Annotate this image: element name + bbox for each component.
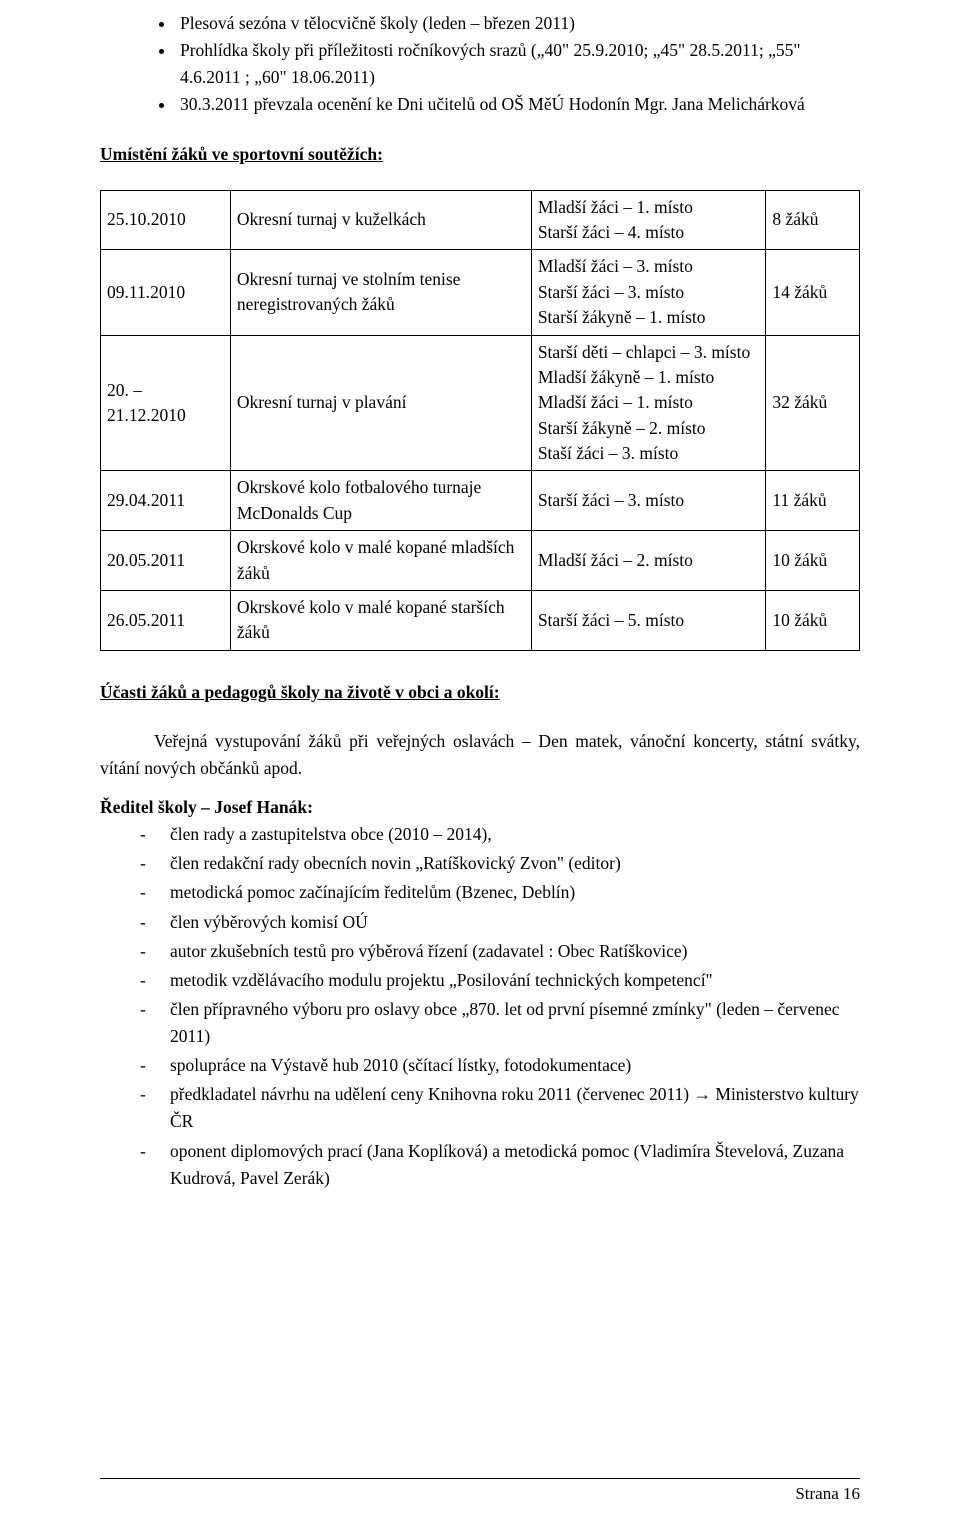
list-item: člen redakční rady obecních novin „Ratíš… bbox=[140, 850, 860, 877]
cell-event: Okrskové kolo v malé kopané starších žák… bbox=[230, 590, 531, 650]
cell-event: Okresní turnaj v plavání bbox=[230, 335, 531, 471]
sports-heading: Umístění žáků ve sportovní soutěžích: bbox=[100, 141, 860, 168]
cell-count: 14 žáků bbox=[766, 250, 860, 335]
list-item: metodik vzdělávacího modulu projektu „Po… bbox=[140, 967, 860, 994]
cell-placement: Mladší žáci – 2. místo bbox=[531, 531, 766, 591]
list-item: člen rady a zastupitelstva obce (2010 – … bbox=[140, 821, 860, 848]
table-row: 20.05.2011 Okrskové kolo v malé kopané m… bbox=[101, 531, 860, 591]
page-container: Plesová sezóna v tělocvičně školy (leden… bbox=[0, 0, 960, 1535]
list-item: oponent diplomových prací (Jana Koplíkov… bbox=[140, 1138, 860, 1192]
cell-date: 29.04.2011 bbox=[101, 471, 231, 531]
cell-date: 20. – 21.12.2010 bbox=[101, 335, 231, 471]
cell-count: 10 žáků bbox=[766, 590, 860, 650]
list-item: předkladatel návrhu na udělení ceny Knih… bbox=[140, 1081, 860, 1135]
cell-date: 20.05.2011 bbox=[101, 531, 231, 591]
top-bullet-list: Plesová sezóna v tělocvičně školy (leden… bbox=[100, 10, 860, 119]
cell-placement: Mladší žáci – 3. místoStarší žáci – 3. m… bbox=[531, 250, 766, 335]
list-item: člen přípravného výboru pro oslavy obce … bbox=[140, 996, 860, 1050]
table-row: 20. – 21.12.2010 Okresní turnaj v plaván… bbox=[101, 335, 860, 471]
list-item: Plesová sezóna v tělocvičně školy (leden… bbox=[176, 10, 860, 37]
list-item: 30.3.2011 převzala ocenění ke Dni učitel… bbox=[176, 91, 860, 118]
cell-placement: Starší žáci – 3. místo bbox=[531, 471, 766, 531]
table-row: 25.10.2010 Okresní turnaj v kuželkách Ml… bbox=[101, 190, 860, 250]
list-item: člen výběrových komisí OÚ bbox=[140, 909, 860, 936]
list-item: Prohlídka školy při příležitosti ročníko… bbox=[176, 37, 860, 91]
cell-count: 8 žáků bbox=[766, 190, 860, 250]
cell-date: 09.11.2010 bbox=[101, 250, 231, 335]
cell-date: 25.10.2010 bbox=[101, 190, 231, 250]
cell-count: 11 žáků bbox=[766, 471, 860, 531]
participation-intro: Veřejná vystupování žáků při veřejných o… bbox=[100, 728, 860, 782]
participation-heading: Účasti žáků a pedagogů školy na životě v… bbox=[100, 679, 860, 706]
cell-event: Okrskové kolo fotbalového turnaje McDona… bbox=[230, 471, 531, 531]
cell-placement: Starší žáci – 5. místo bbox=[531, 590, 766, 650]
cell-placement: Starší děti – chlapci – 3. místoMladší ž… bbox=[531, 335, 766, 471]
cell-event: Okrskové kolo v malé kopané mladších žák… bbox=[230, 531, 531, 591]
director-list: člen rady a zastupitelstva obce (2010 – … bbox=[100, 821, 860, 1192]
cell-event: Okresní turnaj ve stolním tenise neregis… bbox=[230, 250, 531, 335]
page-number: Strana 16 bbox=[795, 1484, 860, 1503]
cell-date: 26.05.2011 bbox=[101, 590, 231, 650]
table-row: 09.11.2010 Okresní turnaj ve stolním ten… bbox=[101, 250, 860, 335]
list-item: spolupráce na Výstavě hub 2010 (sčítací … bbox=[140, 1052, 860, 1079]
director-heading: Ředitel školy – Josef Hanák: bbox=[100, 794, 860, 821]
list-item: metodická pomoc začínajícím ředitelům (B… bbox=[140, 879, 860, 906]
cell-event: Okresní turnaj v kuželkách bbox=[230, 190, 531, 250]
table-row: 26.05.2011 Okrskové kolo v malé kopané s… bbox=[101, 590, 860, 650]
page-footer: Strana 16 bbox=[100, 1478, 860, 1507]
list-item: autor zkušebních testů pro výběrová říze… bbox=[140, 938, 860, 965]
results-table: 25.10.2010 Okresní turnaj v kuželkách Ml… bbox=[100, 190, 860, 651]
cell-count: 32 žáků bbox=[766, 335, 860, 471]
cell-placement: Mladší žáci – 1. místoStarší žáci – 4. m… bbox=[531, 190, 766, 250]
table-row: 29.04.2011 Okrskové kolo fotbalového tur… bbox=[101, 471, 860, 531]
cell-count: 10 žáků bbox=[766, 531, 860, 591]
